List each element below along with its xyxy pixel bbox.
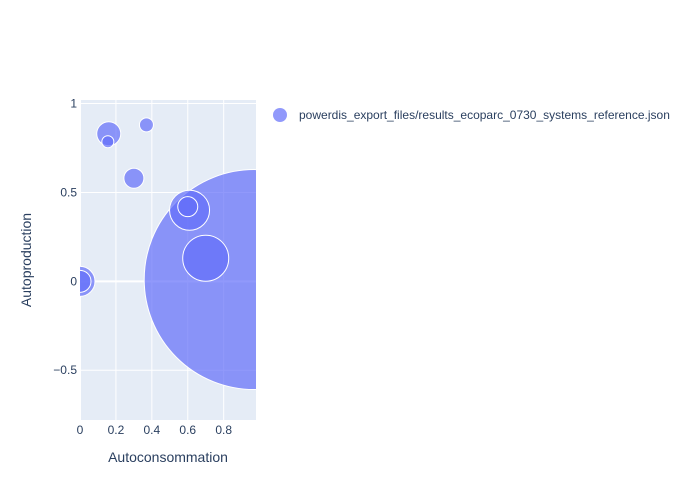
x-tick-label: 0.6: [179, 423, 196, 437]
legend[interactable]: powerdis_export_files/results_ecoparc_07…: [273, 108, 670, 122]
y-axis-title: Autoproduction: [18, 213, 34, 307]
y-axis-ticks: −0.5 0 0.5 1: [53, 97, 77, 378]
y-tick-label: 0.5: [60, 185, 77, 199]
x-axis-ticks: 0 0.2 0.4 0.6 0.8: [77, 423, 233, 437]
data-point[interactable]: [101, 135, 115, 149]
markers: [69, 117, 256, 391]
legend-marker: [273, 108, 287, 122]
x-tick-label: 0: [77, 423, 84, 437]
y-tick-label: −0.5: [53, 363, 77, 377]
y-tick-label: 1: [70, 97, 77, 111]
legend-label: powerdis_export_files/results_ecoparc_07…: [299, 108, 670, 122]
data-point[interactable]: [69, 269, 92, 293]
data-point[interactable]: [138, 117, 154, 133]
data-point[interactable]: [177, 196, 199, 218]
y-tick-label: 0: [70, 274, 77, 288]
x-tick-label: 0.8: [215, 423, 232, 437]
x-tick-label: 0.2: [108, 423, 125, 437]
data-point[interactable]: [182, 234, 230, 282]
x-tick-label: 0.4: [143, 423, 160, 437]
data-point[interactable]: [123, 167, 145, 189]
x-axis-title: Autoconsommation: [108, 449, 228, 465]
